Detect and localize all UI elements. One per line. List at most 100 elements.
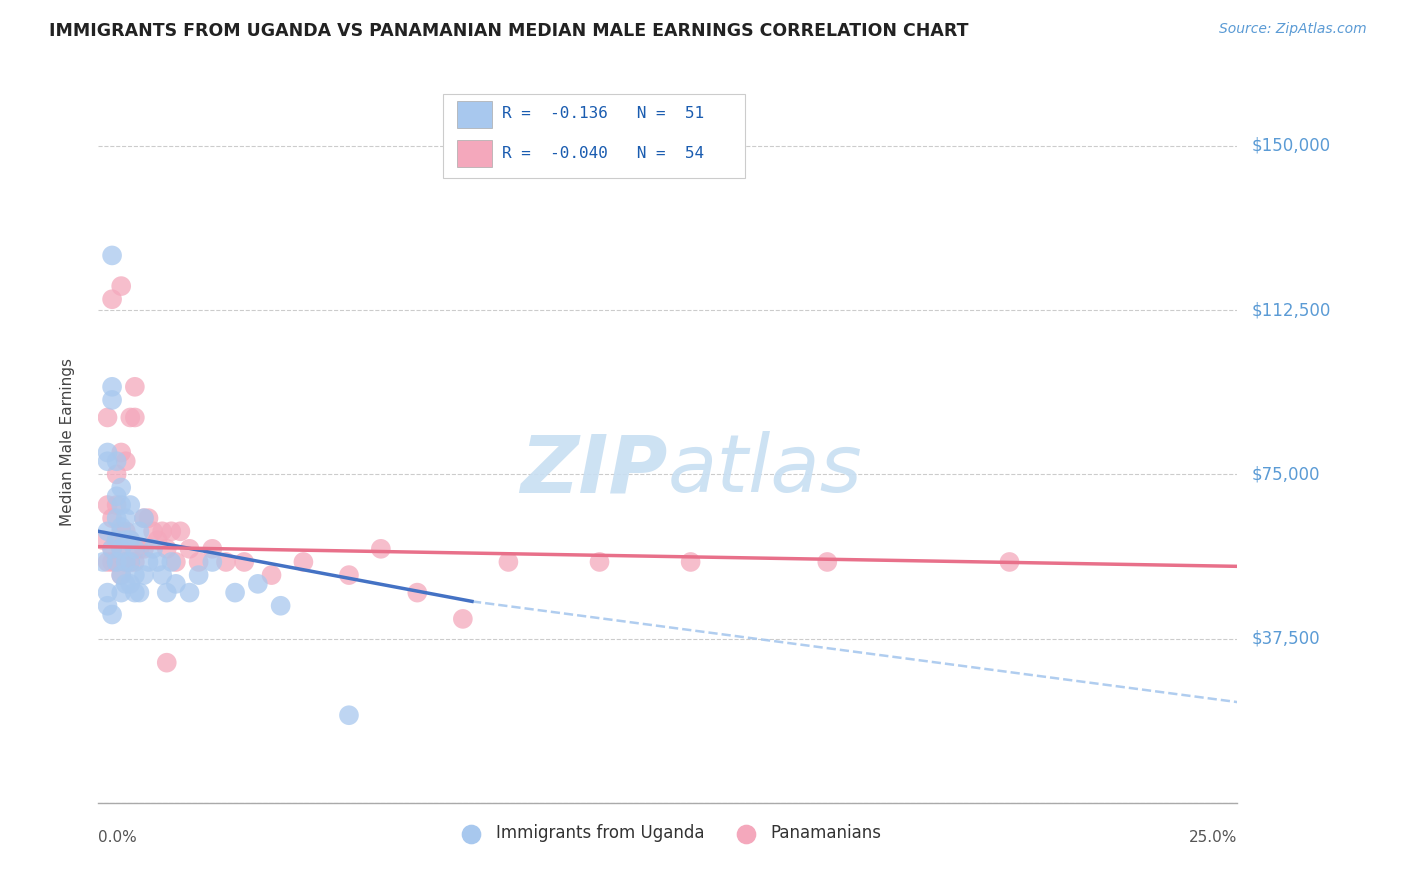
Point [156, 656, 179, 670]
Point [156, 585, 179, 599]
Point [451, 612, 474, 626]
Point [96, 498, 118, 512]
Point [120, 555, 142, 569]
Text: $37,500: $37,500 [1251, 630, 1320, 648]
Text: R =  -0.040   N =  54: R = -0.040 N = 54 [502, 146, 704, 161]
Point [96, 585, 118, 599]
Point [105, 533, 128, 547]
Point [96, 445, 118, 459]
Point [370, 541, 392, 556]
Point [101, 392, 124, 407]
Point [105, 555, 128, 569]
Point [179, 541, 201, 556]
Point [120, 533, 142, 547]
Point [105, 489, 128, 503]
Point [132, 511, 155, 525]
Text: ZIP: ZIP [520, 432, 668, 509]
Point [110, 498, 132, 512]
Text: $150,000: $150,000 [1251, 137, 1330, 155]
Point [132, 568, 155, 582]
Point [105, 498, 128, 512]
Point [114, 533, 136, 547]
Point [146, 555, 169, 569]
Point [165, 577, 187, 591]
Point [91, 555, 114, 569]
Point [110, 568, 132, 582]
Point [128, 541, 150, 556]
Point [105, 454, 128, 468]
Point [156, 541, 179, 556]
Point [124, 555, 146, 569]
Text: Source: ZipAtlas.com: Source: ZipAtlas.com [1219, 22, 1367, 37]
Point [101, 248, 124, 262]
Point [260, 568, 283, 582]
Point [201, 555, 224, 569]
Point [124, 410, 146, 425]
Point [142, 541, 165, 556]
Point [101, 380, 124, 394]
Point [110, 541, 132, 556]
Point [120, 410, 142, 425]
Point [101, 511, 124, 525]
Point [337, 568, 360, 582]
Point [114, 555, 136, 569]
Point [998, 555, 1021, 569]
Point [292, 555, 315, 569]
Point [132, 541, 155, 556]
Point [124, 380, 146, 394]
Point [96, 454, 118, 468]
Point [91, 533, 114, 547]
Point [114, 555, 136, 569]
Point [588, 555, 610, 569]
Point [187, 568, 209, 582]
Point [179, 585, 201, 599]
Point [114, 524, 136, 539]
Y-axis label: Median Male Earnings: Median Male Earnings [60, 358, 75, 525]
Point [105, 555, 128, 569]
Point [124, 568, 146, 582]
Point [124, 585, 146, 599]
Point [138, 555, 160, 569]
Text: atlas: atlas [668, 432, 863, 509]
Legend: Immigrants from Uganda, Panamanians: Immigrants from Uganda, Panamanians [447, 817, 889, 848]
Point [101, 292, 124, 306]
Text: IMMIGRANTS FROM UGANDA VS PANAMANIAN MEDIAN MALE EARNINGS CORRELATION CHART: IMMIGRANTS FROM UGANDA VS PANAMANIAN MED… [49, 22, 969, 40]
Point [110, 524, 132, 539]
Point [150, 524, 173, 539]
Point [101, 555, 124, 569]
Point [101, 607, 124, 622]
Point [233, 555, 256, 569]
Point [120, 577, 142, 591]
Point [96, 599, 118, 613]
Point [114, 511, 136, 525]
Point [105, 511, 128, 525]
Point [138, 511, 160, 525]
Point [150, 568, 173, 582]
Text: 0.0%: 0.0% [98, 830, 138, 845]
Point [96, 524, 118, 539]
Point [815, 555, 838, 569]
Point [114, 454, 136, 468]
Point [406, 585, 429, 599]
Point [142, 524, 165, 539]
Point [187, 555, 209, 569]
Point [215, 555, 238, 569]
Point [96, 555, 118, 569]
Point [146, 533, 169, 547]
Point [101, 541, 124, 556]
Point [110, 481, 132, 495]
Point [224, 585, 246, 599]
Point [160, 524, 183, 539]
Text: R =  -0.136   N =  51: R = -0.136 N = 51 [502, 106, 704, 120]
Point [128, 585, 150, 599]
Point [110, 568, 132, 582]
Point [201, 541, 224, 556]
Point [120, 555, 142, 569]
Point [124, 541, 146, 556]
Point [110, 541, 132, 556]
Point [169, 524, 191, 539]
Point [246, 577, 269, 591]
Point [105, 533, 128, 547]
Point [105, 467, 128, 482]
Point [160, 555, 183, 569]
